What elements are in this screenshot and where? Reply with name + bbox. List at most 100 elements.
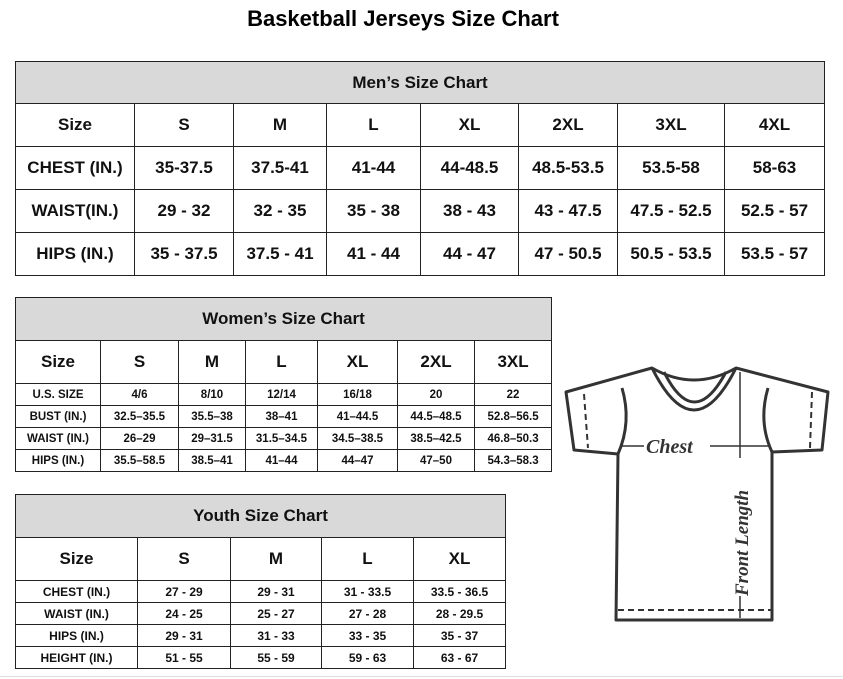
measurement-cell: 25 - 27 [230, 602, 322, 625]
size-header-cell: S [137, 537, 231, 581]
measurement-cell: 32 - 35 [233, 189, 327, 233]
size-header-cell: L [321, 537, 414, 581]
row-label: U.S. SIZE [15, 383, 101, 406]
size-header-cell: XL [420, 103, 519, 147]
row-label: CHEST (IN.) [15, 146, 135, 190]
measurement-cell: 44 - 47 [420, 232, 519, 276]
table-title: Women’s Size Chart [14, 297, 553, 341]
size-header-cell: S [134, 103, 234, 147]
measurement-cell: 31 - 33 [230, 624, 322, 647]
page-title: Basketball Jerseys Size Chart [247, 6, 559, 31]
size-header-row: Size S M L XL 2XL 3XL [15, 340, 553, 384]
measurement-cell: 44.5–48.5 [397, 405, 475, 428]
measurement-cell: 59 - 63 [321, 646, 414, 669]
size-header-cell: 4XL [723, 103, 826, 147]
divider [0, 676, 843, 677]
measurement-cell: 31 - 33.5 [321, 580, 414, 603]
size-header-cell: XL [412, 537, 507, 581]
size-header-cell: Size [15, 340, 101, 384]
measurement-cell: 41-44 [326, 146, 421, 190]
measurement-cell: 24 - 25 [137, 602, 231, 625]
table-row: CHEST (IN.) 27 - 29 29 - 31 31 - 33.5 33.5 -… [15, 580, 507, 603]
measurement-cell: 35-37.5 [134, 146, 234, 190]
measurement-cell: 33 - 35 [321, 624, 414, 647]
size-header-cell: M [178, 340, 246, 384]
measurement-cell: 43 - 47.5 [518, 189, 618, 233]
measurement-cell: 52.8–56.5 [473, 405, 553, 428]
measurement-cell: 33.5 - 36.5 [412, 580, 507, 603]
measurement-cell: 37.5-41 [233, 146, 327, 190]
size-header-cell: Size [15, 537, 138, 581]
table-title-row: Youth Size Chart [14, 494, 507, 538]
measurement-cell: 26–29 [100, 427, 179, 450]
row-label: HIPS (IN.) [15, 624, 138, 647]
measurement-cell: 47.5 - 52.5 [617, 189, 725, 233]
table-title-row: Men’s Size Chart [14, 61, 826, 104]
measurement-cell: 35.5–58.5 [100, 449, 179, 472]
measurement-cell: 32.5–35.5 [100, 405, 179, 428]
size-header-cell: XL [317, 340, 398, 384]
measurement-cell: 53.5 - 57 [723, 232, 826, 276]
measurement-cell: 51 - 55 [137, 646, 231, 669]
measurement-cell: 29 - 32 [134, 189, 234, 233]
table-row: WAIST (IN.) 24 - 25 25 - 27 27 - 28 28 - 29.… [15, 602, 507, 625]
measurement-cell: 27 - 29 [137, 580, 231, 603]
youth-size-table: Youth Size Chart Size S M L XL CHEST (IN.) 27 -… [14, 494, 507, 669]
measurement-cell: 44-48.5 [420, 146, 519, 190]
measurement-cell: 58-63 [723, 146, 826, 190]
table-row: HIPS (IN.) 35 - 37.5 37.5 - 41 41 - 44 44 - … [15, 232, 826, 276]
measurement-cell: 29 - 31 [137, 624, 231, 647]
measurement-cell: 48.5-53.5 [518, 146, 618, 190]
table-row: HIPS (IN.) 35.5–58.5 38.5–41 41–44 44–47 47–5… [15, 449, 553, 472]
measurement-cell: 41 - 44 [326, 232, 421, 276]
measurement-cell: 35 - 38 [326, 189, 421, 233]
measurement-cell: 38.5–41 [178, 449, 246, 472]
measurement-cell: 35 - 37.5 [134, 232, 234, 276]
measurement-cell: 35 - 37 [412, 624, 507, 647]
measurement-cell: 34.5–38.5 [317, 427, 398, 450]
measurement-cell: 47–50 [397, 449, 475, 472]
row-label: HIPS (IN.) [15, 232, 135, 276]
row-label: WAIST(IN.) [15, 189, 135, 233]
size-header-cell: 2XL [397, 340, 475, 384]
measurement-cell: 35.5–38 [178, 405, 246, 428]
measurement-cell: 38–41 [245, 405, 318, 428]
row-label: HIPS (IN.) [15, 449, 101, 472]
table-row: HIPS (IN.) 29 - 31 31 - 33 33 - 35 35 - 37 [15, 624, 507, 647]
measurement-cell: 38.5–42.5 [397, 427, 475, 450]
measurement-cell: 44–47 [317, 449, 398, 472]
measurement-cell: 53.5-58 [617, 146, 725, 190]
measurement-cell: 16/18 [317, 383, 398, 406]
size-header-cell: S [100, 340, 179, 384]
table-row: WAIST (IN.) 26–29 29–31.5 31.5–34.5 34.5–38.… [15, 427, 553, 450]
row-label: HEIGHT (IN.) [15, 646, 138, 669]
table-row: U.S. SIZE 4/6 8/10 12/14 16/18 20 22 [15, 383, 553, 406]
size-header-cell: 3XL [617, 103, 725, 147]
table-row: WAIST(IN.) 29 - 32 32 - 35 35 - 38 38 - 43 43… [15, 189, 826, 233]
row-label: WAIST (IN.) [15, 427, 101, 450]
table-row: BUST (IN.) 32.5–35.5 35.5–38 38–41 41–44.5 44… [15, 405, 553, 428]
mens-size-table: Men’s Size Chart Size S M L XL 2XL 3XL 4XL CHEST … [14, 61, 826, 276]
measurement-cell: 29–31.5 [178, 427, 246, 450]
measurement-cell: 52.5 - 57 [723, 189, 826, 233]
front-length-label: Front Length [732, 490, 753, 597]
table-row: CHEST (IN.) 35-37.5 37.5-41 41-44 44-48.5 48.… [15, 146, 826, 190]
measurement-cell: 20 [397, 383, 475, 406]
measurement-cell: 28 - 29.5 [412, 602, 507, 625]
measurement-cell: 63 - 67 [412, 646, 507, 669]
measurement-cell: 8/10 [178, 383, 246, 406]
size-header-cell: L [245, 340, 318, 384]
size-header-cell: L [326, 103, 421, 147]
size-header-row: Size S M L XL 2XL 3XL 4XL [15, 103, 826, 147]
measurement-cell: 46.8–50.3 [473, 427, 553, 450]
measurement-cell: 41–44.5 [317, 405, 398, 428]
size-header-cell: 2XL [518, 103, 618, 147]
size-header-cell: M [230, 537, 322, 581]
table-title: Youth Size Chart [14, 494, 507, 538]
size-header-cell: Size [15, 103, 135, 147]
table-title-row: Women’s Size Chart [14, 297, 553, 341]
measurement-cell: 54.3–58.3 [473, 449, 553, 472]
size-header-row: Size S M L XL [15, 537, 507, 581]
measurement-cell: 22 [473, 383, 553, 406]
table-title: Men’s Size Chart [14, 61, 826, 104]
